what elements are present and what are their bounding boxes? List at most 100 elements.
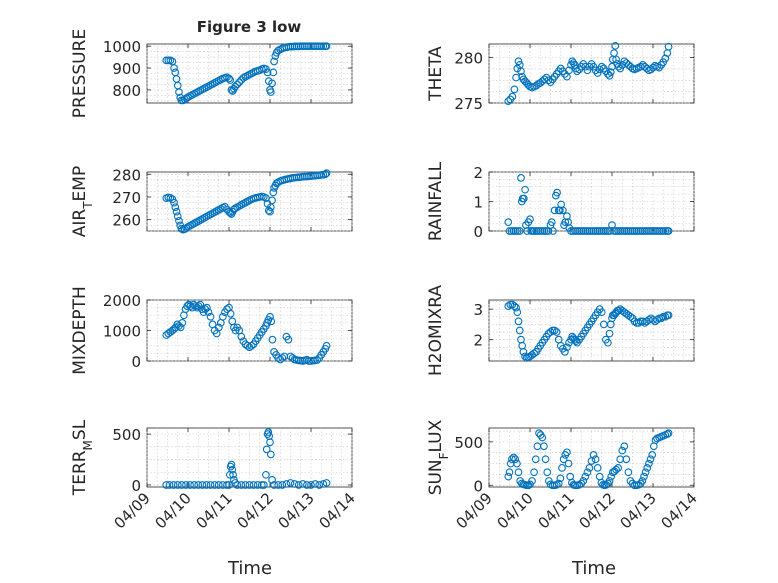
data-point: [268, 335, 277, 344]
data-point: [540, 75, 549, 84]
data-point: [322, 341, 331, 350]
data-point: [511, 455, 520, 464]
y-axis-label: RAINFALL: [426, 161, 446, 241]
data-point: [270, 57, 278, 66]
data-point: [186, 481, 194, 489]
data-point: [530, 349, 538, 358]
y-tick-label: 1000: [103, 38, 141, 56]
y-axis-label: SUNFLUX: [426, 419, 451, 495]
data-point: [322, 479, 331, 487]
data-point: [298, 480, 307, 488]
y-tick-label: 2: [473, 164, 483, 182]
data-point: [558, 464, 566, 472]
data-point: [235, 78, 244, 87]
data-point: [640, 472, 648, 481]
data-point: [319, 42, 328, 51]
data-point: [544, 76, 553, 85]
data-point: [233, 80, 242, 89]
data-point: [664, 227, 673, 235]
x-axis-label-right: Time: [571, 558, 616, 579]
data-point: [321, 170, 330, 179]
data-point: [505, 468, 514, 477]
data-point: [620, 442, 629, 451]
data-point: [648, 451, 657, 459]
y-tick-label: 0: [131, 353, 141, 371]
data-point: [548, 326, 557, 335]
data-point: [583, 468, 592, 477]
data-point: [549, 227, 557, 235]
data-point: [286, 479, 295, 487]
data-point: [664, 311, 673, 320]
data-point: [214, 481, 223, 489]
data-point: [269, 188, 278, 197]
y-tick-label: 2000: [103, 292, 141, 310]
data-point: [294, 481, 303, 489]
data-point: [178, 319, 187, 327]
data-point: [618, 446, 627, 455]
data-point: [550, 326, 559, 335]
subplot-h2omixra: 2 3 H2OMIXRA: [426, 285, 695, 376]
data-point: [513, 308, 522, 317]
data-point: [225, 74, 233, 83]
data-point: [204, 308, 213, 317]
data-point: [263, 68, 272, 77]
data-point: [612, 55, 620, 64]
data-point: [282, 480, 291, 488]
subplot-air-temp: 260 270 280 AIRTEMP: [70, 166, 353, 237]
data-point: [563, 448, 571, 457]
data-point: [528, 477, 536, 485]
data-point: [512, 303, 520, 312]
data-point: [223, 481, 231, 489]
data-point: [622, 455, 631, 464]
data-point: [268, 79, 276, 88]
data-point: [638, 477, 647, 485]
y-tick-label: 270: [112, 189, 141, 207]
data-point: [558, 206, 567, 215]
data-point: [210, 481, 219, 489]
data-point: [643, 464, 652, 472]
data-point: [575, 480, 584, 489]
data-point: [249, 481, 258, 489]
y-axis-label: H2OMIXRA: [426, 285, 446, 376]
data-point: [266, 312, 274, 321]
data-point: [225, 207, 233, 216]
data-point: [313, 356, 322, 364]
data-point: [659, 227, 668, 235]
data-point: [550, 206, 559, 215]
data-point: [552, 480, 561, 489]
data-point: [513, 227, 522, 235]
data-point: [317, 42, 326, 51]
data-point: [513, 459, 521, 468]
data-point: [526, 215, 534, 224]
data-point: [284, 335, 293, 344]
y-tick-label: 280: [112, 166, 141, 184]
data-point: [597, 308, 606, 317]
data-point: [191, 302, 200, 310]
data-point: [560, 348, 569, 356]
data-point: [515, 326, 524, 335]
data-point: [614, 62, 623, 71]
y-tick-label: 275: [454, 95, 483, 113]
y-axis-label: TERRMSL: [70, 419, 95, 496]
data-point: [504, 218, 513, 226]
data-point: [173, 212, 182, 221]
data-point: [214, 323, 223, 332]
y-tick-label: 500: [454, 434, 483, 452]
data-point: [198, 481, 207, 489]
data-point: [564, 459, 573, 468]
data-point: [554, 479, 563, 488]
data-point: [175, 88, 183, 96]
data-point: [176, 323, 185, 332]
data-point: [530, 468, 538, 477]
data-point: [508, 455, 516, 464]
data-point: [315, 481, 324, 489]
data-point: [514, 57, 523, 66]
data-point: [511, 227, 520, 235]
y-tick-label: 2: [473, 332, 483, 350]
data-point: [538, 433, 547, 442]
y-tick-label: 500: [112, 426, 141, 444]
data-point: [605, 71, 614, 80]
data-point: [169, 481, 178, 489]
data-point: [172, 207, 181, 216]
